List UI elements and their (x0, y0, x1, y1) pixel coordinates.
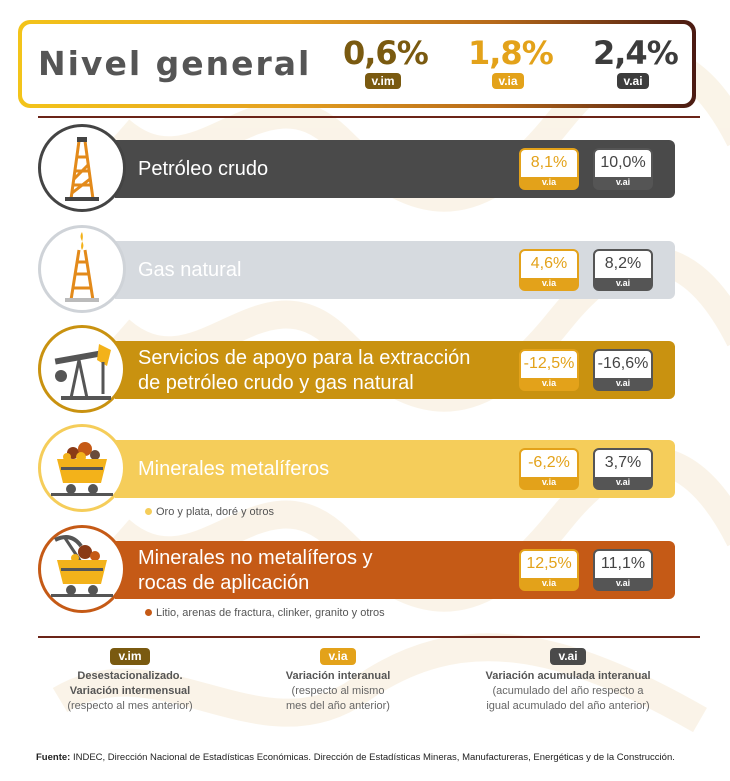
header-vai: 2,4% v.ai (593, 34, 679, 90)
legend-via-line2: (respecto al mismo (291, 685, 385, 697)
note-text: Litio, arenas de fractura, clinker, gran… (156, 607, 385, 619)
row-nometaliferos-vai: 11,1% v.ai (593, 549, 653, 591)
via-value: 12,5% (526, 555, 572, 572)
via-tag: v.ia (492, 73, 524, 89)
oil-derrick-icon (38, 124, 126, 212)
mine-cart-icon (38, 424, 126, 512)
row-nometaliferos-via: 12,5% v.ia (519, 549, 579, 591)
row-servicios-label-line1: Servicios de apoyo para la extracción (138, 347, 471, 369)
row-petroleo-label: Petróleo crudo (138, 158, 269, 180)
via-value: 8,1% (530, 154, 568, 171)
row-gas-bar (115, 241, 675, 299)
legend-vim-tag: v.im (110, 648, 150, 665)
divider-bottom (38, 636, 700, 638)
via-label: v.ia (521, 477, 577, 488)
row-petroleo-vai: 10,0% v.ai (593, 148, 653, 190)
legend-vim-line1: Desestacionalizado. (77, 670, 183, 682)
legend-vim-line2: Variación intermensual (69, 685, 191, 697)
row-servicios-label: Servicios de apoyo para la extracción de… (138, 346, 470, 396)
header-panel (22, 24, 692, 104)
row-metaliferos-via: -6,2% v.ia (519, 448, 579, 490)
vim-value: 0,6% (343, 34, 429, 72)
legend-vai-tag: v.ai (550, 648, 586, 665)
via-value: 4,6% (530, 255, 568, 272)
vai-value: 2,4% (593, 34, 679, 72)
row-nometaliferos-bar (115, 541, 675, 599)
source-prefix: Fuente: (36, 752, 71, 763)
row-metaliferos-label: Minerales metalíferos (138, 458, 330, 480)
vai-label: v.ai (595, 278, 651, 289)
vai-label: v.ai (595, 378, 651, 389)
row-servicios-label-line2: de petróleo crudo y gas natural (138, 372, 414, 394)
vai-value: 8,2% (604, 255, 642, 272)
note-text: Oro y plata, doré y otros (156, 506, 274, 518)
row-gas-via: 4,6% v.ia (519, 249, 579, 291)
row-nometaliferos-label-line1: Minerales no metalíferos y (138, 547, 373, 569)
via-label: v.ia (521, 578, 577, 589)
row-petroleo-via: 8,1% v.ia (519, 148, 579, 190)
legend-via-tag: v.ia (320, 648, 356, 665)
legend-via: v.ia Variación interanual (respecto al m… (238, 648, 438, 714)
row-gas-vai: 8,2% v.ai (593, 249, 653, 291)
note-bullet-icon (145, 609, 152, 616)
note-bullet-icon (145, 508, 152, 515)
legend-vai-line1: Variación acumulada interanual (485, 670, 651, 682)
row-servicios-bar (115, 341, 675, 399)
vai-label: v.ai (595, 177, 651, 188)
legend-vim: v.im Desestacionalizado. Variación inter… (30, 648, 230, 714)
vai-value: 3,7% (604, 454, 642, 471)
legend-vai: v.ai Variación acumulada interanual (acu… (468, 648, 668, 714)
via-value: -6,2% (528, 454, 570, 471)
row-gas-label: Gas natural (138, 259, 242, 281)
gas-derrick-icon (38, 225, 126, 313)
source-text: INDEC, Dirección Nacional de Estadística… (70, 752, 675, 763)
vai-value: 10,0% (600, 154, 646, 171)
row-nometaliferos-note: Litio, arenas de fractura, clinker, gran… (145, 607, 385, 619)
row-metaliferos-bar (115, 440, 675, 498)
source-note: Fuente: INDEC, Dirección Nacional de Est… (36, 752, 675, 763)
mine-cart-pickaxe-icon (38, 525, 126, 613)
vai-label: v.ai (595, 477, 651, 488)
row-servicios-via: -12,5% v.ia (519, 349, 579, 391)
row-petroleo-bar (115, 140, 675, 198)
legend-via-line1: Variación interanual (285, 670, 391, 682)
vai-value: -16,6% (597, 355, 649, 372)
legend-vai-line2: (acumulado del año respecto a (492, 685, 644, 697)
row-metaliferos-vai: 3,7% v.ai (593, 448, 653, 490)
pumpjack-icon (38, 325, 126, 413)
header-title: Nivel general (38, 44, 312, 83)
header-vim: 0,6% v.im (343, 34, 429, 90)
row-nometaliferos-label: Minerales no metalíferos y rocas de apli… (138, 546, 373, 596)
vai-label: v.ai (595, 578, 651, 589)
vai-value: 11,1% (600, 555, 646, 572)
via-value: 1,8% (468, 34, 554, 72)
vim-tag: v.im (365, 73, 401, 89)
divider-top (38, 116, 700, 118)
via-label: v.ia (521, 177, 577, 188)
header-via: 1,8% v.ia (468, 34, 554, 90)
row-metaliferos-note: Oro y plata, doré y otros (145, 506, 274, 518)
via-label: v.ia (521, 278, 577, 289)
row-servicios-vai: -16,6% v.ai (593, 349, 653, 391)
legend-vai-line3: igual acumulado del año anterior) (486, 700, 650, 712)
legend-vim-line3: (respecto al mes anterior) (67, 700, 193, 712)
via-value: -12,5% (523, 355, 575, 372)
row-nometaliferos-label-line2: rocas de aplicación (138, 572, 310, 594)
vai-tag: v.ai (617, 73, 649, 89)
legend-via-line3: mes del año anterior) (286, 700, 390, 712)
via-label: v.ia (521, 378, 577, 389)
